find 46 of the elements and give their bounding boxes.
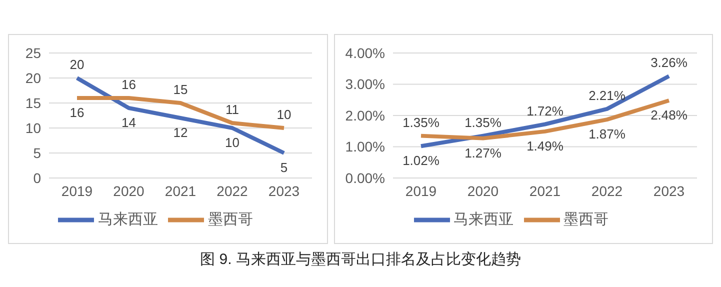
x-tick-label: 2020 [113, 182, 145, 199]
y-tick-label: 0.00% [345, 170, 385, 186]
legend-label: 墨西哥 [564, 210, 608, 228]
x-tick-label: 2022 [591, 182, 623, 199]
data-label: 11 [226, 102, 239, 117]
caption: 图 9. 马来西亚与墨西哥出口排名及占比变化趋势 [199, 250, 522, 269]
legend-label: 马来西亚 [454, 210, 514, 228]
y-tick-label: 5 [33, 144, 42, 161]
data-label: 10 [276, 107, 292, 122]
data-label: 14 [122, 115, 136, 130]
x-tick-label: 2021 [529, 182, 561, 199]
y-tick-label: 2.00% [345, 107, 385, 124]
data-label: 15 [173, 82, 188, 97]
data-label: 10 [225, 135, 240, 150]
y-tick-label: 4.00% [345, 44, 385, 61]
y-tick-label: 10 [25, 120, 42, 136]
y-tick-label: 3.00% [345, 76, 385, 92]
data-label: 12 [173, 125, 188, 140]
x-tick-label: 2021 [164, 182, 196, 199]
data-label: 20 [70, 57, 84, 72]
y-tick-label: 1.00% [345, 138, 385, 155]
x-tick-label: 2019 [61, 182, 93, 199]
x-tick-label: 2020 [467, 182, 499, 199]
legend-label: 墨西哥 [208, 210, 253, 228]
data-label: 1.02% [402, 153, 440, 168]
data-label: 16 [122, 77, 136, 92]
y-tick-label: 15 [25, 94, 42, 111]
y-tick-label: 25 [25, 44, 42, 61]
data-label: 1.87% [588, 126, 626, 142]
data-label: 2.21% [588, 88, 626, 103]
x-tick-label: 2023 [268, 182, 300, 199]
data-label: 2.48% [650, 108, 688, 122]
data-label: 1.35% [464, 114, 502, 130]
x-tick-label: 2022 [216, 182, 248, 199]
data-label: 5 [280, 160, 288, 175]
data-label: 1.72% [526, 103, 564, 118]
data-label: 16 [70, 105, 84, 120]
data-label: 3.26% [650, 55, 688, 70]
data-label: 1.35% [402, 114, 440, 130]
y-tick-label: 0 [33, 170, 42, 186]
data-label: 1.49% [526, 138, 564, 154]
x-tick-label: 2019 [405, 182, 437, 199]
y-tick-label: 20 [25, 70, 42, 86]
data-label: 1.27% [464, 145, 502, 160]
x-tick-label: 2023 [653, 182, 685, 199]
legend-label: 马来西亚 [98, 210, 158, 228]
